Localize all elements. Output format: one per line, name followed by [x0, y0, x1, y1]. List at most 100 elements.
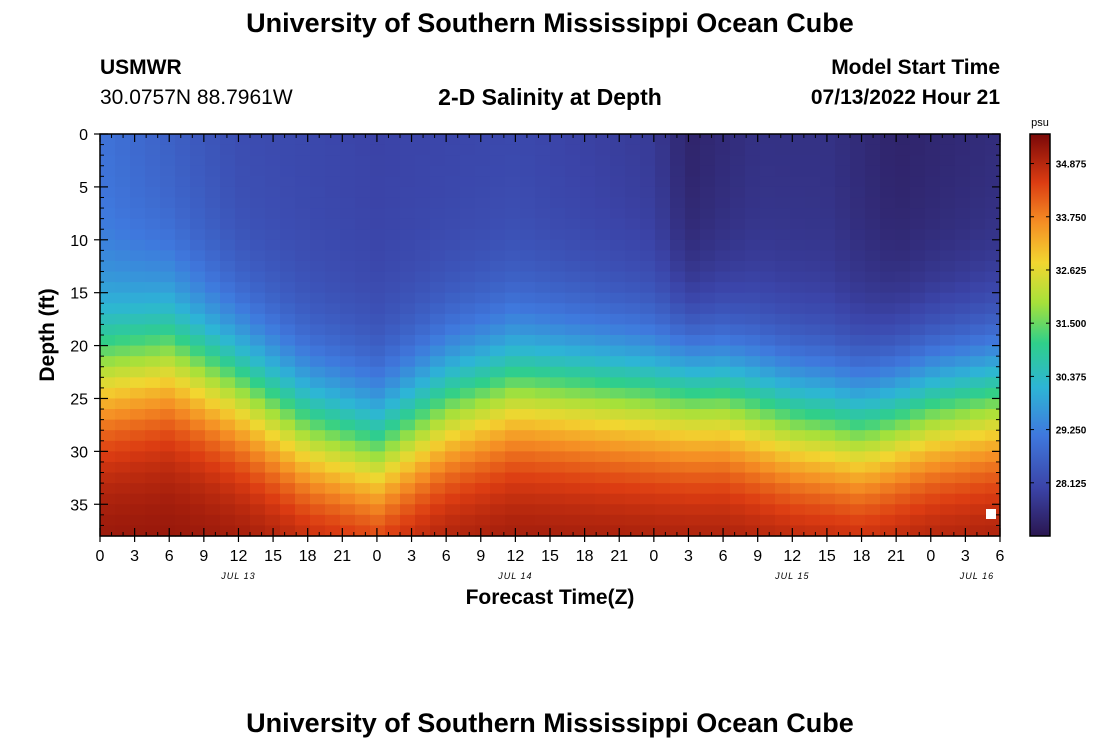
heatmap-cell — [925, 144, 941, 156]
heatmap-cell — [580, 144, 596, 156]
heatmap-cell — [235, 239, 251, 251]
heatmap-cell — [415, 504, 431, 516]
heatmap-cell — [835, 176, 851, 188]
heatmap-cell — [925, 292, 941, 304]
heatmap-cell — [790, 186, 806, 199]
heatmap-cell — [535, 271, 551, 283]
heatmap-cell — [610, 292, 626, 304]
heatmap-cell — [115, 197, 131, 209]
heatmap-cell — [550, 155, 566, 167]
heatmap-cell — [100, 504, 116, 516]
heatmap-cell — [835, 356, 851, 368]
heatmap-cell — [640, 292, 656, 304]
heatmap-cell — [430, 239, 446, 251]
heatmap-cell — [970, 356, 986, 368]
heatmap-cell — [130, 335, 146, 347]
heatmap-cell — [160, 229, 176, 241]
heatmap-cell — [955, 387, 971, 400]
heatmap-cell — [400, 377, 416, 389]
heatmap-cell — [280, 430, 296, 442]
heatmap-cell — [940, 229, 956, 241]
heatmap-cell — [685, 282, 701, 294]
heatmap-cell — [910, 155, 926, 167]
heatmap-cell — [265, 483, 281, 495]
heatmap-cell — [715, 208, 731, 220]
heatmap-cell — [730, 377, 746, 389]
heatmap-cell — [565, 472, 581, 484]
heatmap-cell — [595, 377, 611, 389]
heatmap-cell — [760, 313, 776, 326]
heatmap-cell — [535, 303, 551, 315]
heatmap-cell — [370, 197, 386, 209]
heatmap-cell — [580, 155, 596, 167]
heatmap-cell — [505, 260, 521, 273]
heatmap-cell — [205, 493, 221, 505]
heatmap-cell — [115, 155, 131, 167]
heatmap-cell — [820, 165, 836, 177]
heatmap-cell — [160, 504, 176, 516]
heatmap-cell — [250, 356, 266, 368]
heatmap-cell — [460, 250, 476, 262]
heatmap-cell — [625, 461, 641, 474]
heatmap-cell — [250, 260, 266, 273]
heatmap-cell — [640, 144, 656, 156]
heatmap-cell — [790, 218, 806, 230]
heatmap-cell — [340, 250, 356, 262]
heatmap-cell — [775, 165, 791, 177]
heatmap-cell — [640, 282, 656, 294]
heatmap-cell — [115, 186, 131, 199]
heatmap-cell — [775, 260, 791, 273]
heatmap-cell — [745, 165, 761, 177]
heatmap-cell — [340, 144, 356, 156]
heatmap-cell — [715, 260, 731, 273]
heatmap-cell — [505, 461, 521, 474]
heatmap-cell — [385, 134, 401, 146]
heatmap-cell — [955, 377, 971, 389]
heatmap-cell — [730, 292, 746, 304]
heatmap-cell — [505, 218, 521, 230]
heatmap-cell — [985, 451, 1001, 463]
heatmap-cell — [760, 377, 776, 389]
heatmap-cell — [445, 155, 461, 167]
heatmap-cell — [715, 377, 731, 389]
heatmap-cell — [100, 239, 116, 251]
heatmap-cell — [715, 303, 731, 315]
heatmap-cell — [370, 282, 386, 294]
heatmap-cell — [265, 324, 281, 336]
heatmap-cell — [145, 398, 161, 410]
heatmap-cell — [835, 398, 851, 410]
heatmap-cell — [475, 186, 491, 199]
heatmap-cell — [280, 208, 296, 220]
heatmap-cell — [505, 186, 521, 199]
heatmap-cell — [835, 335, 851, 347]
heatmap-cell — [550, 303, 566, 315]
heatmap-cell — [340, 366, 356, 378]
heatmap-cell — [520, 165, 536, 177]
heatmap-cell — [340, 440, 356, 452]
heatmap-cell — [685, 303, 701, 315]
heatmap-cell — [340, 419, 356, 431]
heatmap-cell — [175, 504, 191, 516]
heatmap-cell — [430, 186, 446, 199]
heatmap-cell — [310, 250, 326, 262]
heatmap-cell — [820, 282, 836, 294]
heatmap-cell — [250, 313, 266, 326]
heatmap-cell — [670, 197, 686, 209]
heatmap-cell — [895, 292, 911, 304]
heatmap-cell — [490, 398, 506, 410]
heatmap-cell — [310, 409, 326, 421]
heatmap-cell — [160, 134, 176, 146]
colorbar-unit: psu — [1031, 117, 1049, 129]
heatmap-cell — [175, 483, 191, 495]
heatmap-cell — [760, 218, 776, 230]
heatmap-cell — [850, 176, 866, 188]
heatmap-cell — [145, 208, 161, 220]
heatmap-cell — [325, 451, 341, 463]
heatmap-cell — [985, 144, 1001, 156]
heatmap-cell — [970, 461, 986, 474]
heatmap-cell — [265, 144, 281, 156]
heatmap-cell — [385, 377, 401, 389]
heatmap-cell — [130, 461, 146, 474]
heatmap-cell — [520, 282, 536, 294]
heatmap-cell — [745, 313, 761, 326]
